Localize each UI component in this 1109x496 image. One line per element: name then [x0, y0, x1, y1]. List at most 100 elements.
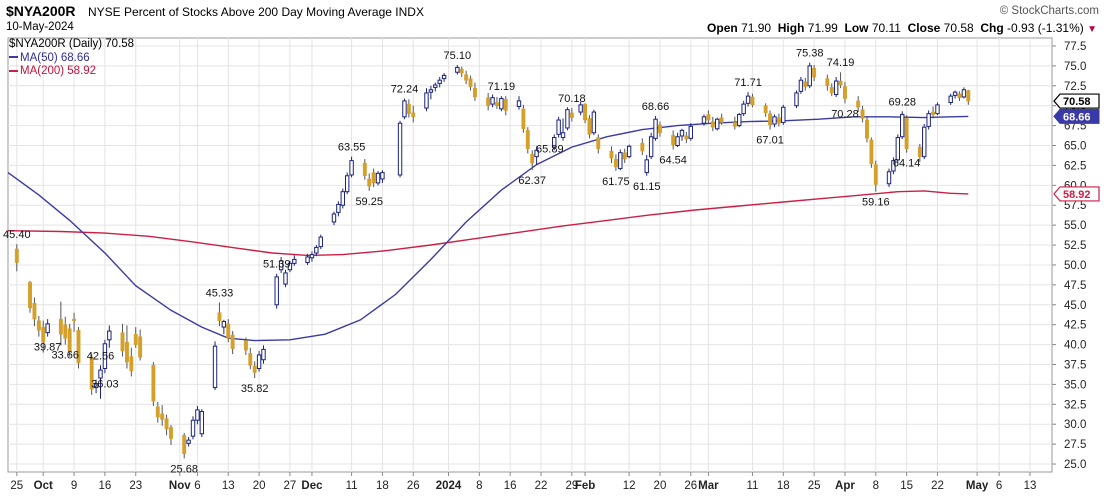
close-value: 70.58 [943, 21, 974, 35]
y-tick-label: 30.0 [1064, 419, 1086, 431]
y-tick-label: 65.0 [1064, 141, 1086, 153]
close-badge-shape [1053, 93, 1100, 109]
x-tick-label: Dec [301, 480, 323, 492]
candle-body [437, 79, 442, 84]
data-label: 64.14 [893, 158, 921, 170]
candle-body [336, 203, 341, 213]
candle-up [212, 341, 218, 390]
candle-up [274, 273, 279, 309]
candle-body [675, 136, 680, 147]
candle-down [411, 105, 416, 123]
candle-body [190, 419, 196, 437]
candle-body [596, 137, 601, 149]
candle-up [552, 134, 557, 151]
close-label: Close [907, 21, 941, 35]
candle-down [252, 361, 257, 379]
low-value: 70.11 [871, 21, 901, 35]
candle-body [93, 383, 99, 389]
brand-watermark: © StockCharts.com [999, 5, 1099, 17]
data-label: 59.16 [862, 197, 890, 209]
candle-up [93, 379, 99, 394]
ma200-badge-shape [1053, 186, 1100, 202]
candle-down [76, 327, 81, 369]
candle-body [468, 78, 473, 87]
candle-up [344, 172, 350, 195]
candle-body [199, 410, 205, 435]
candle-body [626, 145, 632, 158]
candle-up [807, 62, 812, 89]
candle-down [569, 108, 574, 122]
candle-up [644, 155, 649, 176]
candle-up [895, 134, 901, 163]
candle-up [256, 350, 262, 372]
candle-up [679, 128, 685, 141]
symbol-description: NYSE Percent of Stocks Above 200 Day Mov… [88, 5, 424, 19]
candle-up [318, 234, 323, 250]
candle-down [138, 329, 143, 361]
chart-date: 10-May-2024 [6, 21, 74, 33]
candle-body [160, 413, 165, 420]
candle-body [424, 92, 429, 109]
candle-body [230, 334, 235, 349]
candle-up [107, 325, 112, 348]
candle-up [591, 109, 597, 136]
candle-down [362, 159, 367, 180]
ma50-badge-text: 68.66 [1063, 111, 1091, 123]
candle-body [763, 105, 768, 114]
candle-down [583, 103, 588, 124]
candle-down [217, 302, 222, 327]
y-tick-label: 57.5 [1064, 200, 1086, 212]
candle-down [825, 74, 830, 91]
data-label: 65.89 [536, 143, 564, 155]
candle-down [904, 115, 909, 153]
candle-up [772, 114, 777, 128]
ma200-badge: 58.92 [1053, 186, 1100, 202]
candle-down [464, 70, 469, 85]
candle-body [578, 104, 583, 113]
candle-down [120, 323, 125, 357]
data-label: 59.25 [355, 196, 383, 208]
candle-body [684, 135, 689, 140]
candle-body [719, 117, 724, 123]
candle-body [948, 95, 953, 104]
candle-body [701, 116, 707, 124]
close-badge-text: 70.58 [1063, 96, 1091, 108]
y-tick-label: 52.5 [1064, 240, 1086, 252]
x-tick-label: 29 [565, 480, 578, 492]
candle-up [948, 93, 953, 105]
y-tick-label: 35.0 [1064, 379, 1086, 391]
data-label: 75.38 [796, 48, 824, 60]
candle-body [781, 106, 786, 123]
candle-down [869, 137, 874, 168]
candle-up [741, 100, 746, 117]
candle-down [525, 127, 530, 154]
candle-up [560, 118, 566, 141]
candle-down [129, 347, 134, 377]
candle-body [36, 320, 41, 331]
candle-body [248, 353, 253, 366]
candle-up [278, 256, 284, 273]
candle-down [32, 297, 37, 327]
candle-body [124, 341, 129, 363]
open-value: 71.90 [741, 21, 772, 35]
candle-up [199, 409, 205, 437]
x-tick-label: Mar [698, 480, 719, 492]
data-label: 51.39 [263, 259, 291, 271]
candle-up [380, 170, 385, 183]
candle-up [424, 88, 429, 112]
data-label: 71.71 [734, 77, 762, 89]
candle-body [715, 118, 720, 130]
candle-down [719, 113, 724, 125]
candle-down [812, 65, 817, 82]
candle-body [560, 132, 566, 139]
candle-body [464, 74, 469, 81]
candle-down [67, 323, 72, 357]
plot-area [7, 37, 1053, 473]
candle-body [349, 160, 354, 176]
candle-body [182, 435, 187, 454]
candle-down [865, 116, 869, 143]
candle-down [58, 301, 63, 346]
candle-up [98, 365, 103, 399]
candle-down [873, 160, 878, 192]
x-tick-label: 27 [284, 480, 297, 492]
